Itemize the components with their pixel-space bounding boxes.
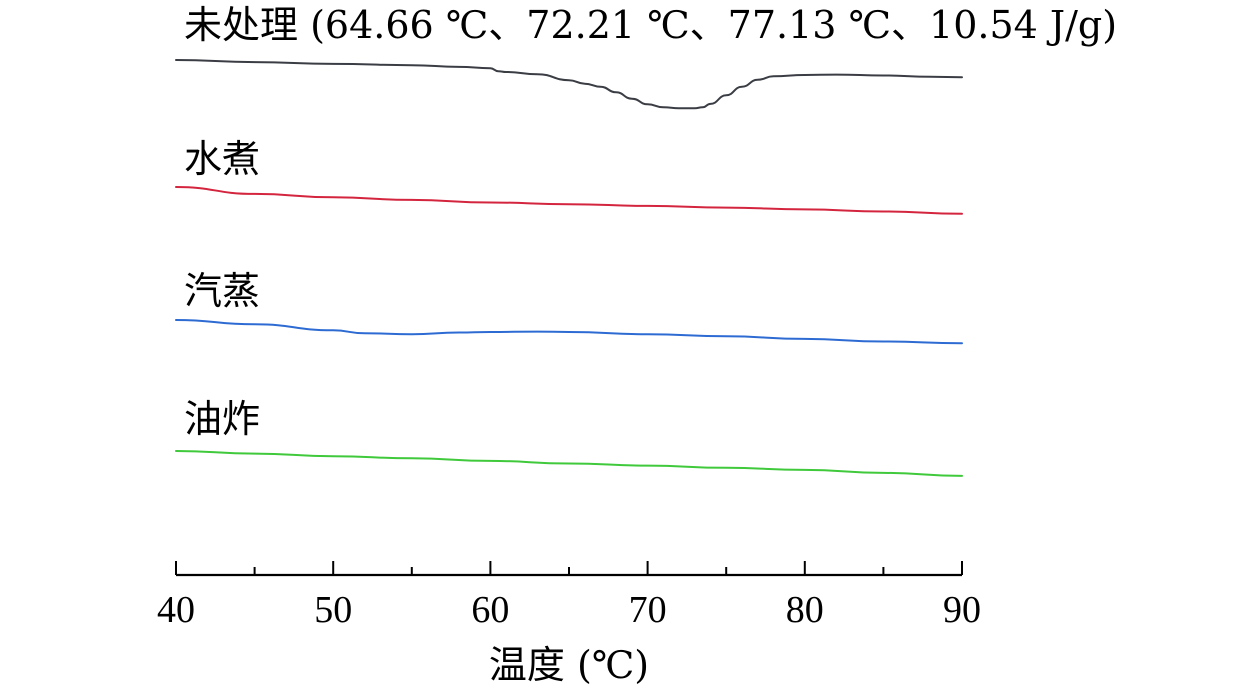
x-axis-ticks [175, 561, 963, 575]
x-tick-label-60: 60 [471, 589, 509, 631]
series-label-2: 水煮 [184, 137, 260, 181]
x-axis-tick-labels: 40 50 60 70 80 90 [157, 589, 981, 631]
x-tick-label-40: 40 [157, 589, 195, 631]
x-tick-label-50: 50 [314, 589, 352, 631]
series-label-3: 汽蒸 [184, 269, 260, 313]
series-label-1: 未处理 (64.66 ℃、72.21 ℃、77.13 ℃、10.54 J/g) [184, 3, 1117, 47]
series-labels-layer: 未处理 (64.66 ℃、72.21 ℃、77.13 ℃、10.54 J/g) 水… [184, 3, 1117, 441]
series-line-3 [175, 319, 963, 345]
curves-layer [175, 59, 963, 477]
x-axis-title: 温度 (℃) [489, 643, 649, 687]
series-line-1 [175, 59, 963, 110]
x-axis: 40 50 60 70 80 90 温度 (℃) [157, 561, 981, 687]
x-tick-label-70: 70 [629, 589, 667, 631]
series-line-4 [175, 450, 963, 477]
x-tick-label-80: 80 [786, 589, 824, 631]
series-label-4: 油炸 [184, 397, 260, 441]
series-line-2 [175, 186, 963, 215]
x-tick-label-90: 90 [943, 589, 981, 631]
